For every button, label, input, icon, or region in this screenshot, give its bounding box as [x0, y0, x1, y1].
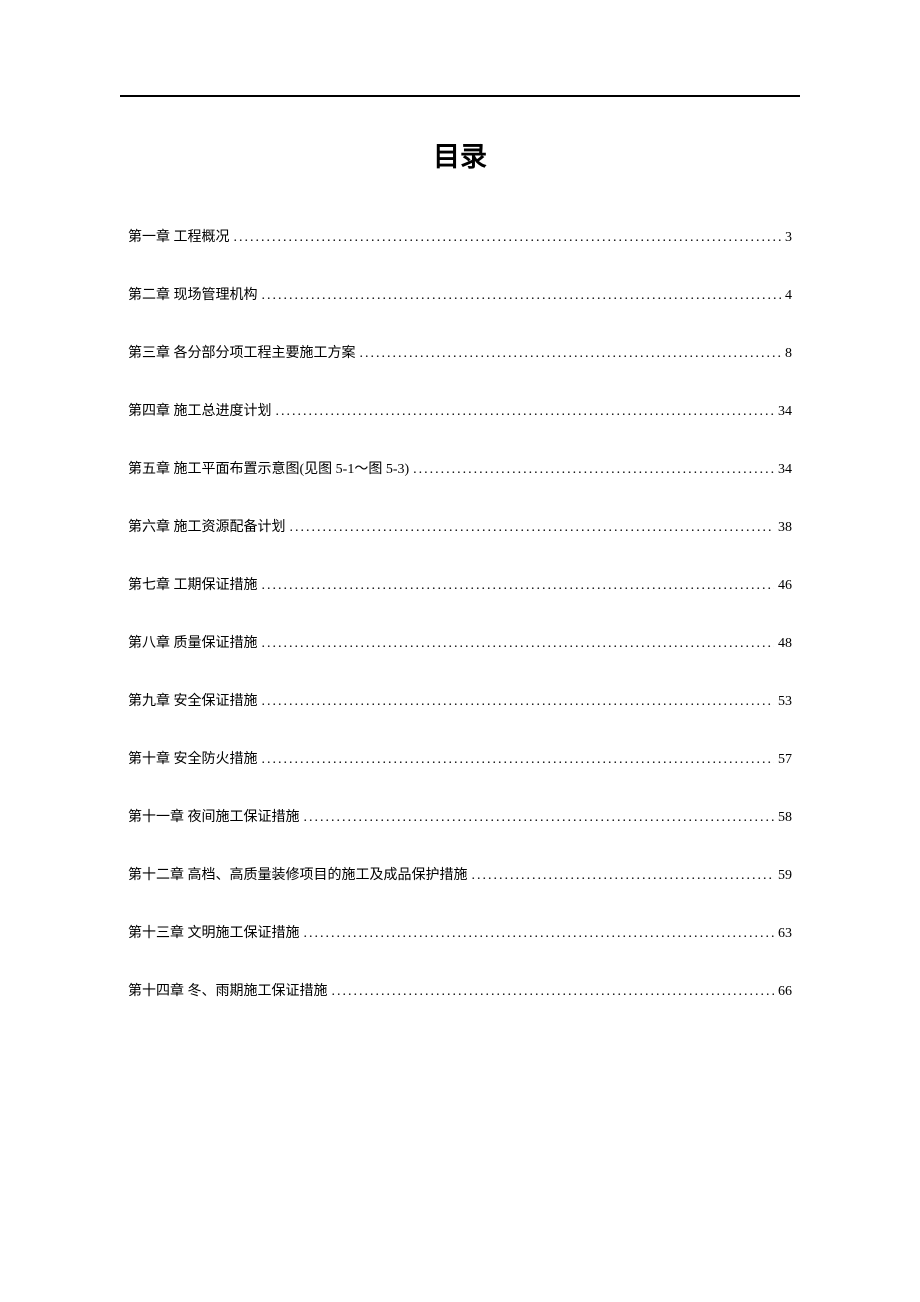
toc-entry-leader — [290, 520, 775, 536]
toc-entry-page: 57 — [778, 752, 792, 768]
toc-entry-label: 第七章 工期保证措施 — [128, 574, 258, 594]
toc-entry-label: 第十二章 高档、高质量装修项目的施工及成品保护措施 — [128, 864, 468, 884]
toc-entry: 第四章 施工总进度计划 34 — [128, 400, 792, 420]
toc-entry-page: 8 — [785, 346, 792, 362]
page-container: 目录 第一章 工程概况 3 第二章 现场管理机构 4 第三章 各分部分项工程主要施工方案… — [0, 0, 920, 1000]
header-rule — [120, 95, 800, 97]
toc-entry-label: 第十四章 冬、雨期施工保证措施 — [128, 980, 328, 1000]
toc-entry-leader — [262, 288, 782, 304]
toc-entry-label: 第四章 施工总进度计划 — [128, 400, 272, 420]
toc-entry: 第二章 现场管理机构 4 — [128, 284, 792, 304]
toc-entry-page: 34 — [778, 462, 792, 478]
toc-entry: 第八章 质量保证措施 48 — [128, 632, 792, 652]
toc-entry: 第六章 施工资源配备计划 38 — [128, 516, 792, 536]
toc-entry-leader — [360, 346, 782, 362]
toc-entry-page: 58 — [778, 810, 792, 826]
toc-entry: 第五章 施工平面布置示意图(见图 5-1～图 5-3) 34 — [128, 458, 792, 478]
toc-entry-leader — [262, 752, 775, 768]
toc-entry-page: 38 — [778, 520, 792, 536]
toc-entry-label: 第六章 施工资源配备计划 — [128, 516, 286, 536]
toc-entry-page: 66 — [778, 984, 792, 1000]
toc-entry: 第十一章 夜间施工保证措施 58 — [128, 806, 792, 826]
toc-entry: 第一章 工程概况 3 — [128, 226, 792, 246]
toc-entry-leader — [472, 868, 775, 884]
toc-entry: 第十章 安全防火措施 57 — [128, 748, 792, 768]
toc-title: 目录 — [120, 135, 800, 174]
toc-entry: 第三章 各分部分项工程主要施工方案 8 — [128, 342, 792, 362]
toc-entry-leader — [234, 230, 782, 246]
toc-entry: 第十二章 高档、高质量装修项目的施工及成品保护措施 59 — [128, 864, 792, 884]
toc-entry-page: 46 — [778, 578, 792, 594]
toc-entry-leader — [304, 926, 775, 942]
toc-entry-label: 第八章 质量保证措施 — [128, 632, 258, 652]
toc-entry: 第十四章 冬、雨期施工保证措施 66 — [128, 980, 792, 1000]
toc-entry-page: 63 — [778, 926, 792, 942]
toc-entry-label: 第一章 工程概况 — [128, 226, 230, 246]
toc-entry-label: 第二章 现场管理机构 — [128, 284, 258, 304]
toc-entry-label: 第九章 安全保证措施 — [128, 690, 258, 710]
toc-entry-leader — [262, 636, 775, 652]
toc-entry-leader — [262, 694, 775, 710]
toc-entry: 第十三章 文明施工保证措施 63 — [128, 922, 792, 942]
toc-entry-page: 53 — [778, 694, 792, 710]
toc-entry-leader — [304, 810, 775, 826]
toc-list: 第一章 工程概况 3 第二章 现场管理机构 4 第三章 各分部分项工程主要施工方案 8 第四… — [120, 226, 800, 1000]
toc-entry-leader — [262, 578, 775, 594]
toc-entry-page: 59 — [778, 868, 792, 884]
toc-entry-leader — [276, 404, 775, 420]
toc-entry-label: 第十三章 文明施工保证措施 — [128, 922, 300, 942]
toc-entry-page: 34 — [778, 404, 792, 420]
toc-entry-label: 第十一章 夜间施工保证措施 — [128, 806, 300, 826]
toc-entry-page: 3 — [785, 230, 792, 246]
toc-entry-page: 4 — [785, 288, 792, 304]
toc-entry: 第七章 工期保证措施 46 — [128, 574, 792, 594]
toc-entry-label: 第三章 各分部分项工程主要施工方案 — [128, 342, 356, 362]
toc-entry-leader — [332, 984, 775, 1000]
toc-entry: 第九章 安全保证措施 53 — [128, 690, 792, 710]
toc-entry-label: 第十章 安全防火措施 — [128, 748, 258, 768]
toc-entry-label: 第五章 施工平面布置示意图(见图 5-1～图 5-3) — [128, 458, 409, 478]
toc-entry-leader — [413, 462, 774, 478]
toc-entry-page: 48 — [778, 636, 792, 652]
